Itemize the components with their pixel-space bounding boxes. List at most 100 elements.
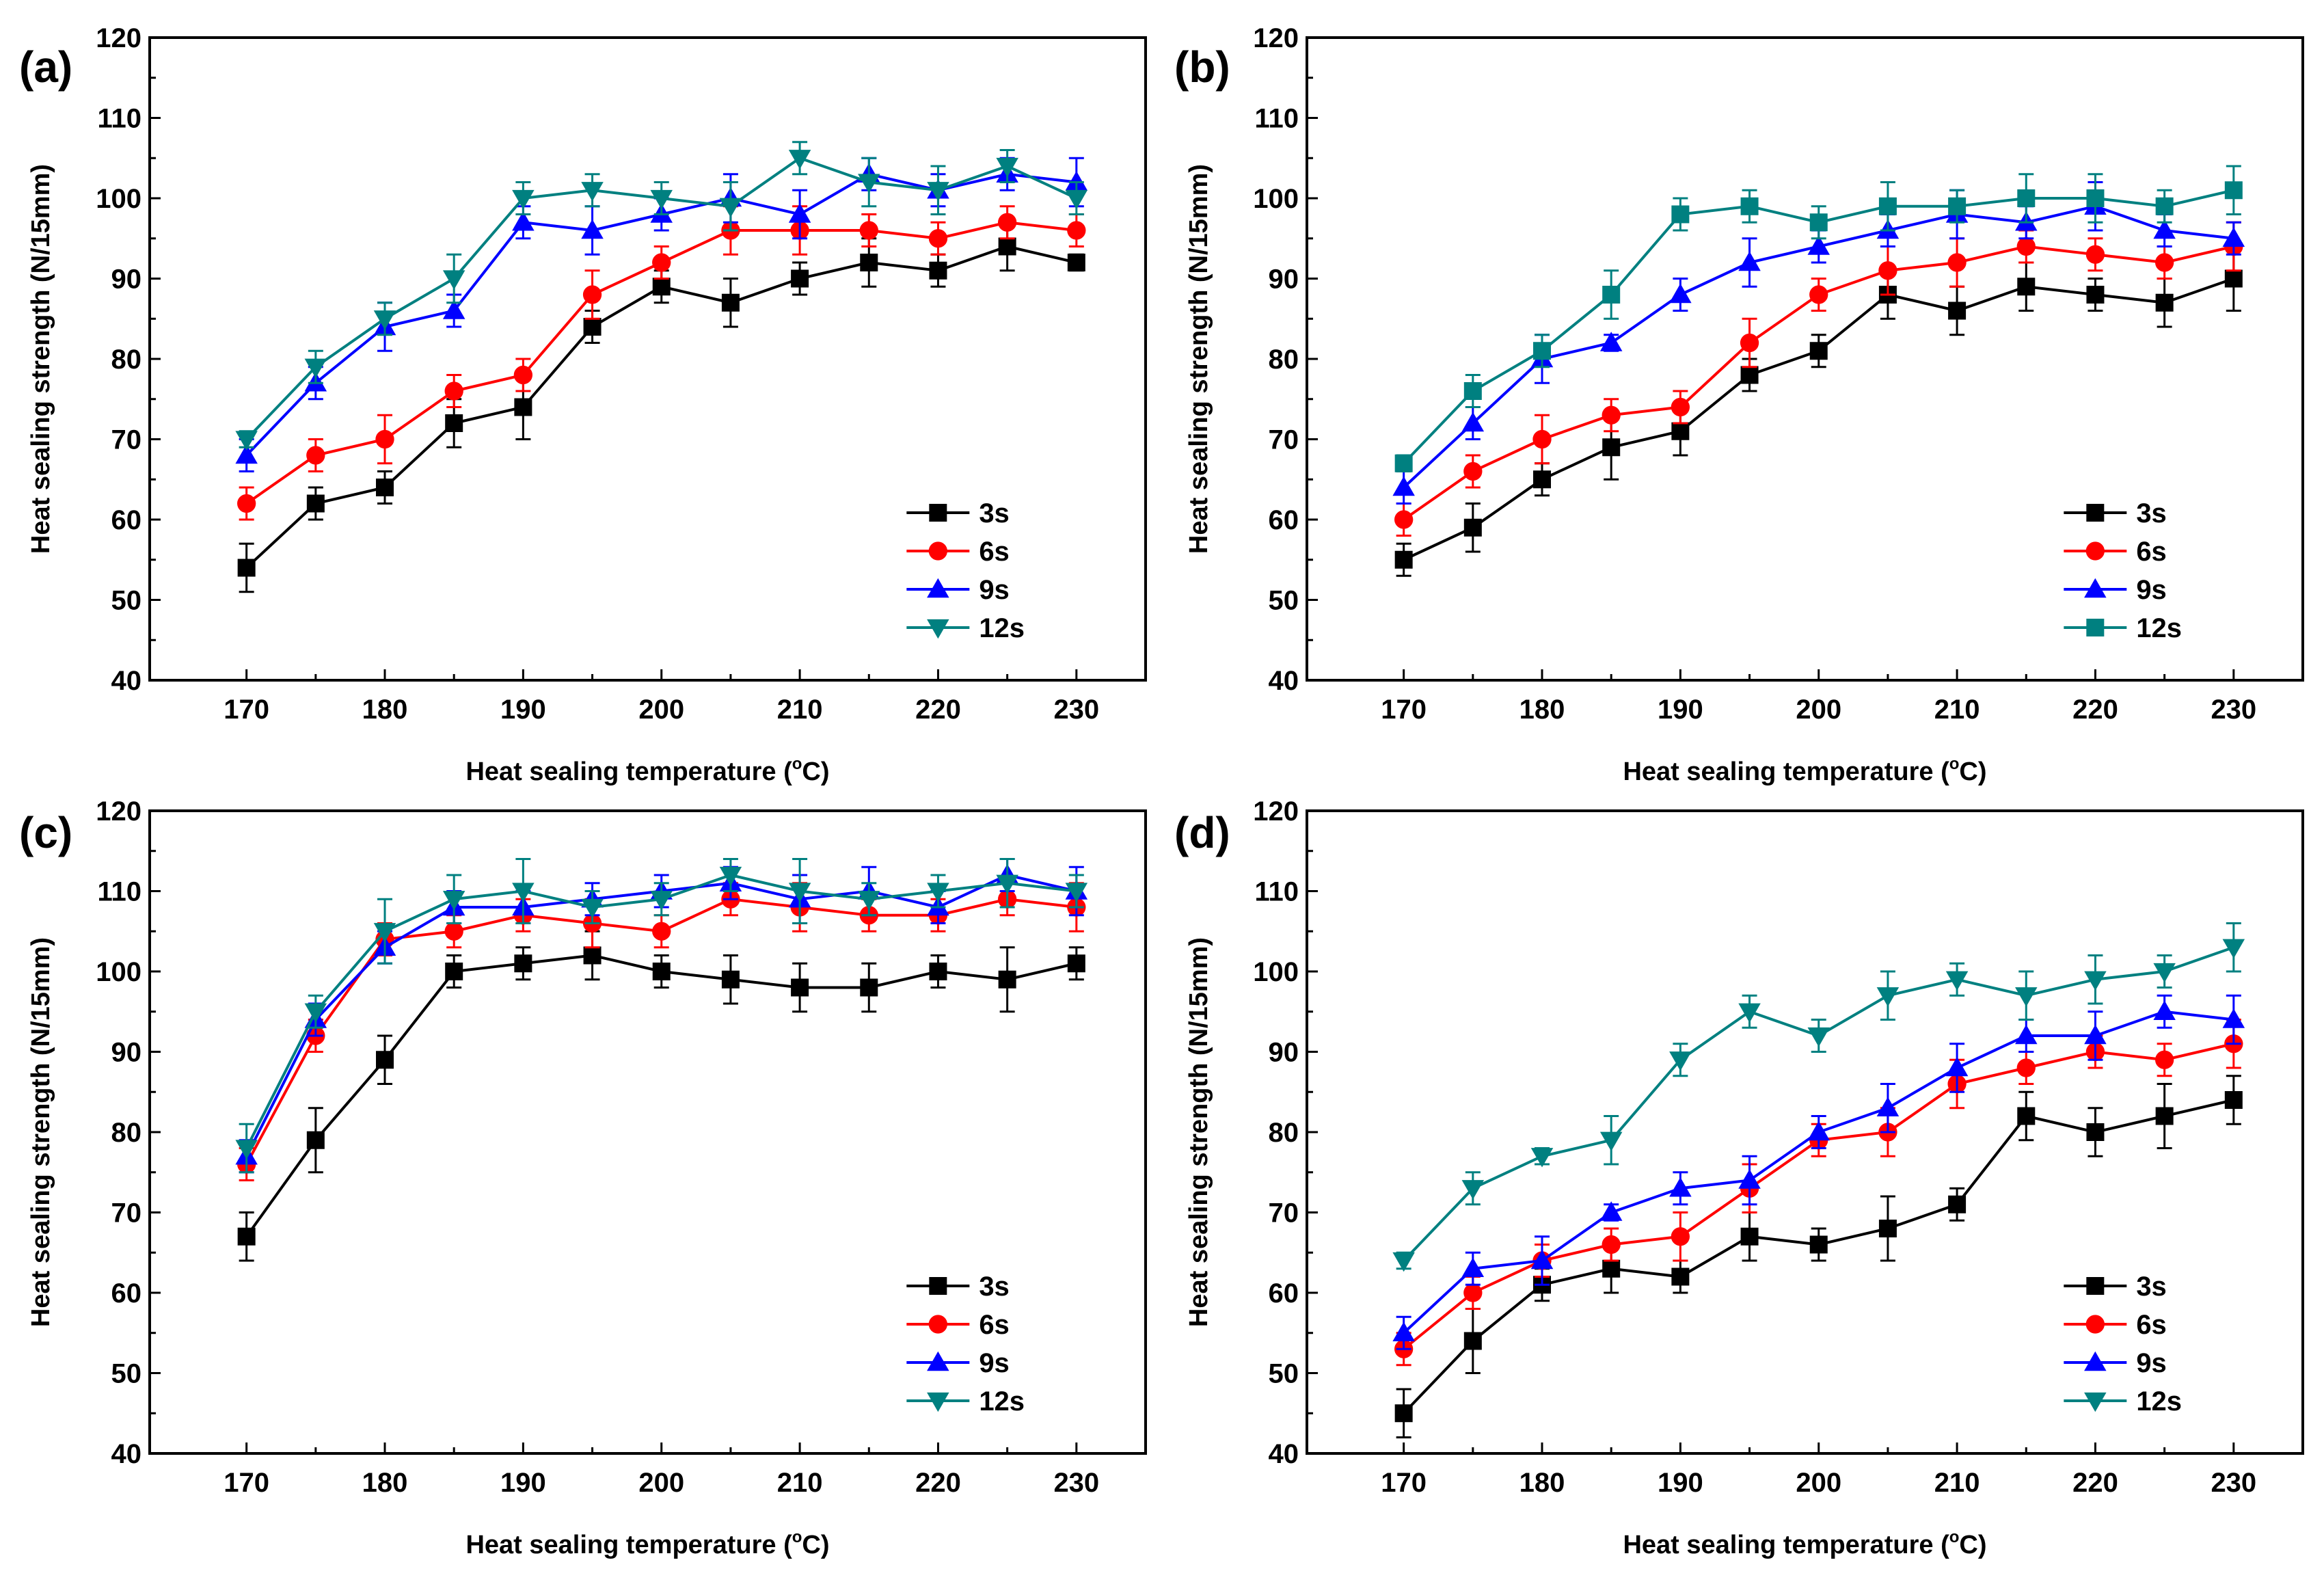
data-point: [2086, 189, 2105, 207]
legend-marker: [927, 1392, 949, 1412]
legend-marker: [927, 578, 949, 598]
chart-panel-1: (a) 40 50 60 70 80 90 100 110 120 170 180 190 200 210 2…: [19, 23, 1147, 786]
x-tick-label: 210: [1934, 1468, 1980, 1498]
data-point: [1809, 342, 1828, 360]
data-point: [1602, 1235, 1621, 1254]
data-point: [791, 269, 809, 288]
y-tick-label: 60: [1269, 1278, 1299, 1308]
data-point: [2016, 1058, 2036, 1077]
data-point: [996, 874, 1018, 894]
series-6s: [1394, 221, 2243, 537]
y-tick-label: 120: [1253, 23, 1299, 53]
data-point: [1809, 285, 1828, 304]
x-tick-label: 200: [638, 1468, 684, 1498]
data-point: [306, 494, 325, 513]
data-point: [996, 157, 1018, 178]
data-point: [1461, 1180, 1485, 1200]
legend-marker: [929, 504, 947, 522]
x-axis-title: Heat sealing temperature (oC): [1623, 755, 1986, 786]
data-point: [444, 922, 463, 941]
data-point: [2086, 1123, 2105, 1141]
data-point: [1599, 332, 1623, 351]
legend-label: 12s: [979, 613, 1025, 643]
data-point: [927, 883, 949, 902]
x-tick-label: 200: [1796, 1468, 1841, 1498]
data-point: [2084, 971, 2107, 991]
panel-letter: (a): [19, 42, 72, 92]
data-point: [1671, 1227, 1690, 1246]
data-point: [1065, 189, 1088, 210]
legend-label: 3s: [2136, 498, 2167, 528]
data-point: [1532, 429, 1552, 449]
series-3s: [237, 930, 1085, 1262]
data-point: [1463, 1332, 1482, 1350]
y-tick-label: 90: [1269, 1038, 1299, 1068]
x-tick-label: 230: [2211, 695, 2256, 725]
x-tick-label: 180: [1519, 1468, 1565, 1498]
data-point: [1738, 1169, 1761, 1189]
data-point: [2017, 1107, 2036, 1125]
data-point: [2015, 1024, 2038, 1045]
y-tick-label: 90: [111, 1038, 142, 1068]
data-point: [1394, 1404, 1413, 1423]
series-6s: [1394, 1019, 2243, 1367]
y-tick-label: 80: [1269, 1118, 1299, 1148]
data-point: [1602, 438, 1621, 457]
legend: 3s 6s 9s 12s: [906, 498, 1025, 643]
y-tick-label: 80: [1269, 345, 1299, 375]
y-tick-label: 50: [111, 1359, 142, 1389]
data-point: [2155, 293, 2174, 312]
data-point: [998, 237, 1016, 256]
data-point: [859, 221, 878, 240]
data-point: [1945, 971, 1969, 991]
legend: 3s 6s 9s 12s: [2064, 498, 2182, 643]
legend-label: 3s: [979, 498, 1010, 528]
x-tick-label: 210: [777, 695, 823, 725]
data-point: [1740, 197, 1759, 215]
data-point: [1738, 251, 1761, 271]
data-point: [2224, 181, 2243, 200]
series-6s: [237, 205, 1086, 521]
data-point: [1067, 221, 1086, 240]
data-point: [2017, 278, 2036, 296]
data-point: [998, 970, 1016, 989]
data-point: [1392, 476, 1415, 496]
panel-letter: (d): [1174, 808, 1230, 857]
data-point: [1530, 1249, 1554, 1270]
series-12s: [235, 858, 1088, 1174]
data-point: [1740, 333, 1759, 353]
data-point: [512, 189, 535, 210]
y-tick-label: 100: [96, 957, 141, 987]
data-point: [2153, 219, 2176, 239]
chart-panel-2: (b) 40 50 60 70 80 90 100 110 120 170 180 190 200 210 2…: [1174, 23, 2304, 786]
x-tick-label: 230: [2211, 1468, 2256, 1498]
chart-panel-3: (c) 40 50 60 70 80 90 100 110 120 170 180 190 200 210 2…: [19, 796, 1147, 1559]
x-tick-label: 220: [915, 1468, 961, 1498]
data-point: [1602, 286, 1621, 304]
legend-label: 3s: [2136, 1272, 2167, 1302]
data-point: [2154, 1050, 2174, 1069]
data-point: [442, 270, 465, 290]
data-point: [1740, 366, 1759, 384]
y-tick-label: 40: [1269, 1439, 1299, 1469]
y-axis-title: Heat sealing strength (N/15mm): [1185, 937, 1213, 1327]
legend-label: 12s: [2136, 1386, 2182, 1417]
legend: 3s 6s 9s 12s: [906, 1272, 1025, 1417]
data-point: [1671, 1267, 1690, 1286]
data-point: [1394, 510, 1414, 529]
data-point: [1878, 1220, 1897, 1237]
y-tick-label: 90: [1269, 265, 1299, 295]
data-point: [791, 978, 809, 997]
data-point: [582, 285, 602, 304]
data-point: [514, 954, 532, 973]
data-point: [445, 414, 463, 432]
y-tick-label: 70: [111, 425, 142, 455]
legend-marker: [928, 541, 947, 561]
data-point: [444, 381, 463, 401]
y-axis-title: Heat sealing strength (N/15mm): [1185, 164, 1213, 554]
y-tick-label: 110: [1254, 877, 1299, 907]
data-point: [788, 150, 811, 170]
data-point: [2015, 987, 2038, 1007]
data-point: [2084, 1024, 2107, 1045]
